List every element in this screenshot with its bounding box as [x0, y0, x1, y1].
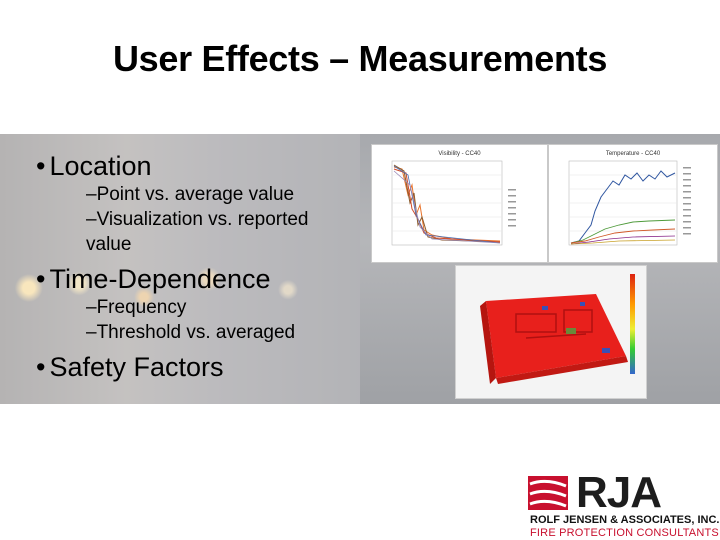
company-name: ROLF JENSEN & ASSOCIATES, INC. — [530, 514, 720, 526]
sub-bullet: –Visualization vs. reported — [86, 209, 309, 230]
slide-title: User Effects – Measurements — [112, 38, 608, 79]
flame-logo-mark-icon — [528, 476, 568, 510]
temperature-chart-title: Temperature - CC40 — [605, 151, 661, 157]
temperature-chart: Temperature - CC40 — [548, 144, 718, 263]
bullet-safety-factors: • Safety Factors — [36, 352, 224, 382]
bullet-time-dependence: • Time-Dependence — [36, 264, 271, 294]
visibility-chart-plot — [391, 160, 516, 246]
sub-bullet: –Frequency — [86, 297, 187, 318]
company-tagline: FIRE PROTECTION CONSULTANTS — [530, 527, 719, 539]
visibility-chart: Visibility - CC40 — [371, 144, 548, 263]
smoke-simulation-image — [455, 265, 647, 399]
night-lights-decoration — [0, 234, 360, 324]
sub-bullet-continued: value — [86, 234, 132, 255]
visibility-chart-title: Visibility - CC40 — [438, 151, 481, 157]
bullet-location: • Location — [36, 151, 152, 181]
temperature-chart-plot — [568, 160, 691, 246]
sub-bullet: –Point vs. average value — [86, 184, 295, 205]
bullet-list: • Location –Point vs. average value –Visu… — [36, 150, 366, 383]
logo-wordmark: RJA — [576, 468, 662, 517]
sub-bullet: –Threshold vs. averaged — [86, 322, 296, 343]
simulation-render — [456, 266, 646, 398]
